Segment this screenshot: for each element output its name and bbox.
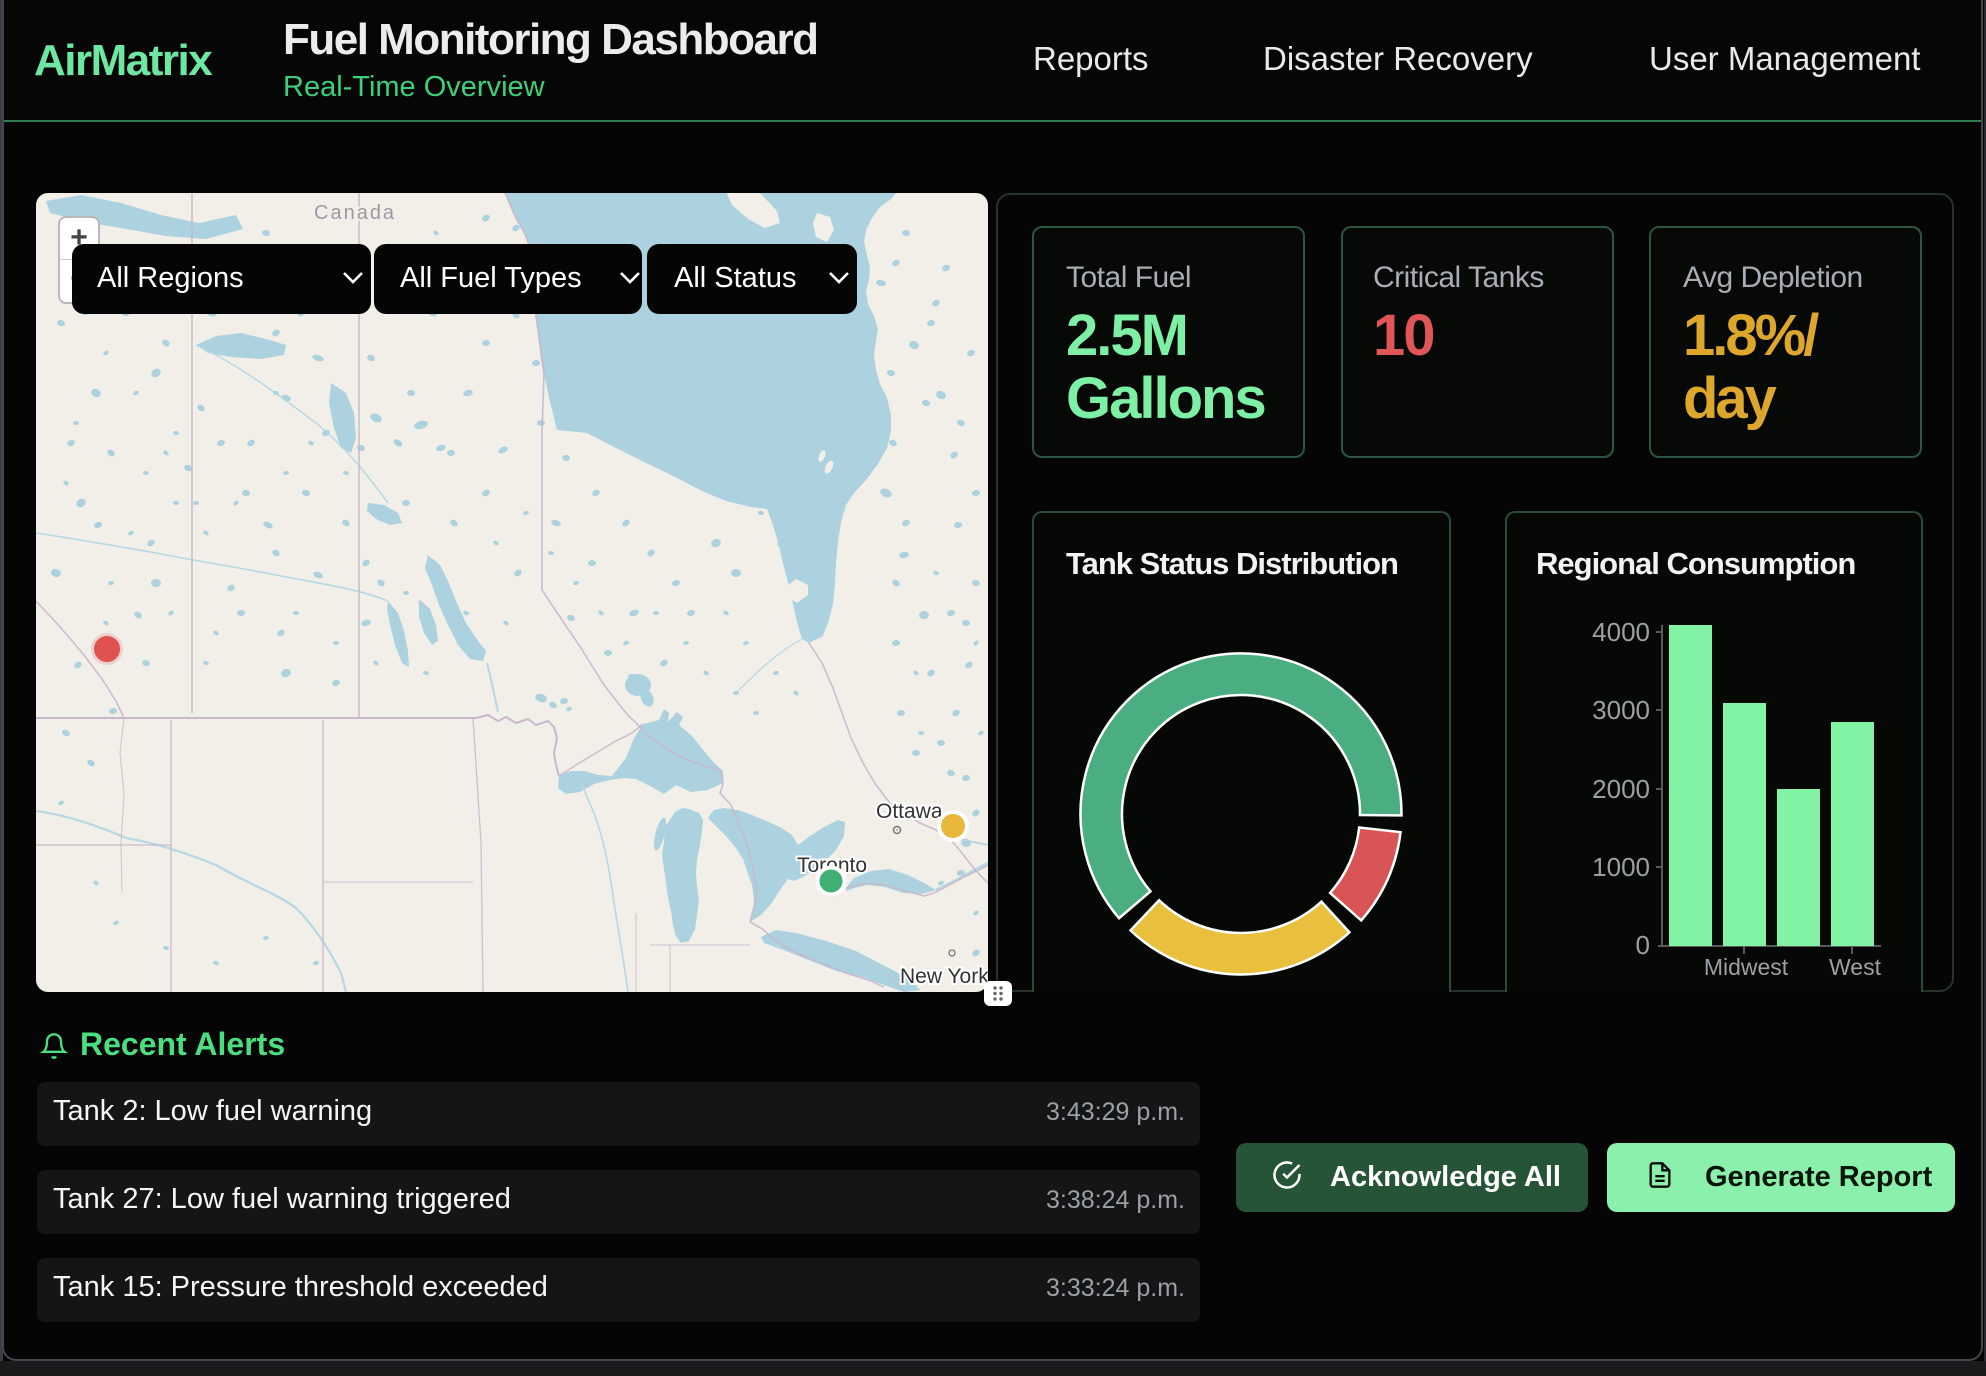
svg-text:West: West [1829,954,1882,980]
svg-text:New York: New York [900,965,988,988]
svg-text:Midwest: Midwest [1704,954,1789,980]
svg-text:Canada: Canada [314,202,396,224]
svg-text:2000: 2000 [1592,774,1650,804]
svg-text:1000: 1000 [1592,852,1650,882]
svg-text:4000: 4000 [1592,617,1650,647]
svg-text:Ottawa: Ottawa [876,800,943,823]
svg-text:3000: 3000 [1592,695,1650,725]
svg-text:0: 0 [1636,930,1650,960]
